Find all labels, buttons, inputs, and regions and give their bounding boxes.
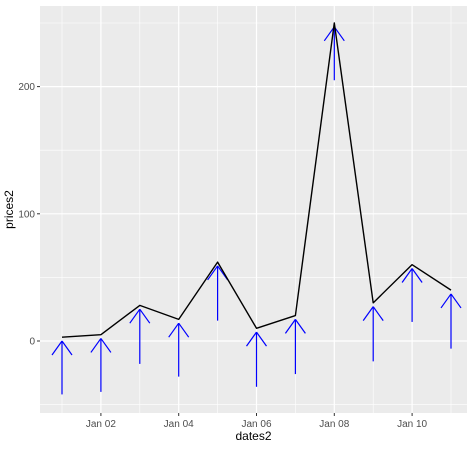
arrow-head-left: [440, 293, 452, 309]
arrow-head-left: [401, 268, 413, 283]
arrow: [440, 293, 462, 349]
axes: 0 100 200 Jan 02 Jan 04 Jan 06 Jan 08 Jan 10: [18, 82, 427, 430]
arrow-head-right: [61, 340, 73, 356]
arrow: [129, 308, 151, 364]
arrow-head-left: [284, 319, 296, 334]
arrow: [168, 322, 190, 377]
series-line: [61, 22, 452, 338]
arrow-head-left: [207, 265, 219, 281]
x-tick-label: Jan 04: [164, 419, 194, 430]
plot-panel: [40, 6, 467, 413]
arrow: [284, 319, 306, 375]
arrow: [51, 340, 73, 395]
y-tick-label: 200: [18, 82, 35, 93]
x-tick-label: Jan 08: [319, 419, 349, 430]
arrow-head-left: [323, 26, 335, 42]
x-tick-label: Jan 10: [397, 419, 427, 430]
arrow-head-left: [246, 331, 257, 347]
arrow-head-right: [294, 319, 306, 334]
x-axis-title: dates2: [235, 429, 271, 443]
arrow: [246, 331, 267, 387]
arrow-head-left: [168, 322, 180, 338]
arrow: [401, 268, 423, 322]
arrow: [323, 26, 345, 81]
series-line-layer: [61, 22, 452, 338]
arrow-head-right: [372, 306, 384, 322]
x-tick-label: Jan 06: [241, 419, 271, 430]
arrow-head-right: [100, 338, 112, 353]
arrow: [90, 338, 112, 392]
arrow-head-left: [51, 340, 63, 356]
arrow-head-right: [333, 26, 345, 42]
arrow-head-right: [256, 331, 267, 347]
arrow-head-right: [178, 322, 190, 338]
arrow: [362, 306, 384, 362]
arrow-annotations: [51, 26, 462, 395]
arrow-head-right: [411, 268, 423, 283]
y-tick-label: 100: [18, 209, 35, 220]
arrow-head-left: [362, 306, 374, 322]
arrow-head-left: [90, 338, 102, 353]
arrow-head-left: [129, 308, 141, 324]
y-axis-title: prices2: [2, 190, 16, 229]
x-tick-label: Jan 02: [86, 419, 116, 430]
arrow-head-right: [139, 308, 151, 324]
arrow-head-right: [450, 293, 462, 309]
y-tick-label: 0: [29, 337, 35, 348]
